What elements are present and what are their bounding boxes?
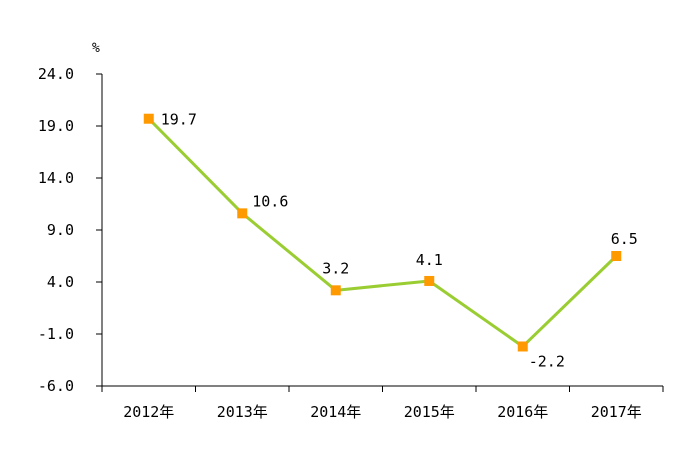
x-axis-ticks: 2012年 2013年 2014年 2015年 2016年 2017年 (101, 386, 664, 421)
y-tick-label: 9.0 (47, 221, 74, 239)
data-labels: 19.7 10.6 3.2 4.1 -2.2 6.5 (161, 111, 638, 371)
data-point-marker (517, 341, 528, 352)
data-point-marker (330, 285, 341, 296)
x-tick-label: 2013年 (217, 403, 268, 421)
series-group (143, 113, 622, 352)
y-tick-label: -6.0 (38, 377, 74, 395)
y-tick-label: -1.0 (38, 325, 74, 343)
data-label: 6.5 (611, 230, 638, 248)
y-axis-ticks: 24.0 19.0 14.0 9.0 4.0 -1.0 -6.0 (38, 65, 102, 395)
y-axis-unit-label: % (92, 41, 100, 56)
data-label: 19.7 (161, 111, 197, 129)
y-tick-label: 14.0 (38, 169, 74, 187)
y-tick-label: 4.0 (47, 273, 74, 291)
x-tick-label: 2016年 (497, 403, 548, 421)
data-label: 3.2 (322, 259, 349, 277)
x-tick-label: 2012年 (123, 403, 174, 421)
y-tick-label: 24.0 (38, 65, 74, 83)
data-label: 4.1 (416, 251, 443, 269)
data-label: -2.2 (529, 352, 565, 370)
x-tick-label: 2017年 (591, 403, 642, 421)
x-tick-label: 2015年 (404, 403, 455, 421)
x-tick-label: 2014年 (310, 403, 361, 421)
data-label: 10.6 (252, 192, 288, 210)
data-point-marker (143, 113, 154, 124)
data-point-marker (611, 251, 622, 261)
data-point-marker (424, 275, 435, 286)
y-tick-label: 19.0 (38, 117, 74, 135)
data-point-marker (237, 208, 248, 219)
series-line (147, 117, 618, 348)
